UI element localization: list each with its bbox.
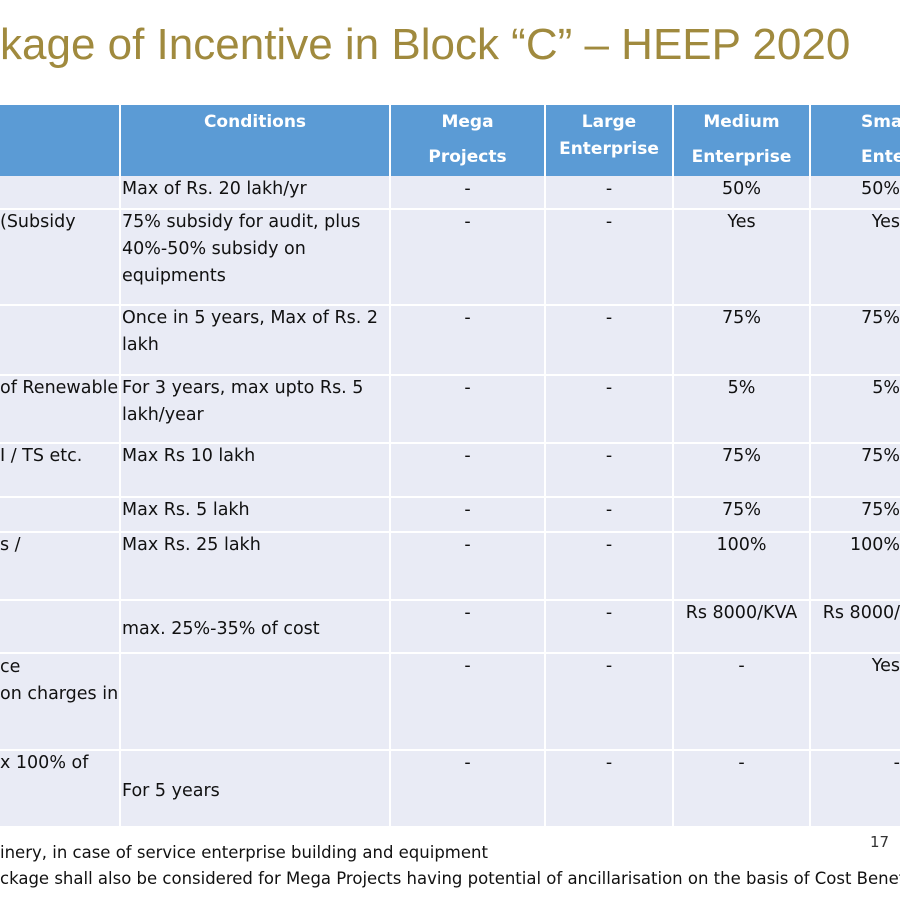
table-cell: - xyxy=(464,656,471,676)
page-number: 17 xyxy=(870,833,890,851)
footnote: ckage shall also be considered for Mega … xyxy=(0,869,900,888)
table-cell: - xyxy=(605,212,613,232)
table-cell: 75% xyxy=(861,500,900,520)
table-cell: I / TS etc. xyxy=(0,446,83,466)
table-cell: For 3 years, max upto Rs. 5 lakh/year xyxy=(122,378,364,425)
table-cell: 100% xyxy=(849,535,900,555)
column-divider xyxy=(119,105,121,826)
table-cell: 75% xyxy=(722,446,761,466)
row-divider xyxy=(0,531,900,533)
table-cell: of Renewable xyxy=(0,378,119,398)
header-cell: Large Enterprise xyxy=(545,105,673,176)
row-background xyxy=(0,209,900,305)
row-divider xyxy=(0,442,900,444)
table-cell: Yes xyxy=(871,656,900,676)
table-cell: 75% xyxy=(722,500,761,520)
row-divider xyxy=(0,374,900,376)
header-cell: Conditions xyxy=(120,105,390,176)
table-cell: - xyxy=(605,446,613,466)
table-cell: - xyxy=(605,500,613,520)
table-cell: - xyxy=(605,603,613,623)
row-background xyxy=(0,443,900,497)
table-cell: - xyxy=(893,753,900,773)
table-cell: - xyxy=(464,212,471,232)
table-cell: Yes xyxy=(871,212,900,232)
row-background xyxy=(0,176,900,209)
table-cell: - xyxy=(738,656,745,676)
table-cell: - xyxy=(464,753,471,773)
table-cell: - xyxy=(464,500,471,520)
row-background xyxy=(0,532,900,600)
table-cell: Max of Rs. 20 lakh/yr xyxy=(122,179,307,199)
table-cell: (Subsidy xyxy=(0,212,76,232)
row-background xyxy=(0,497,900,532)
row-divider xyxy=(0,749,900,751)
table-cell: - xyxy=(605,535,613,555)
table-cell: For 5 years xyxy=(122,781,220,801)
table-cell: 50% xyxy=(722,179,761,199)
table-cell: - xyxy=(464,535,471,555)
header-cell: Sma Enterp xyxy=(810,105,900,176)
table-cell: 50% xyxy=(861,179,900,199)
table-cell: - xyxy=(464,308,471,328)
table-cell: - xyxy=(605,378,613,398)
table-cell: - xyxy=(605,179,613,199)
table-cell: max. 25%-35% of cost xyxy=(122,619,320,639)
row-background xyxy=(0,305,900,375)
table-cell: - xyxy=(464,603,471,623)
table-cell: Once in 5 years, Max of Rs. 2 lakh xyxy=(122,308,379,355)
column-divider xyxy=(672,105,674,826)
table-cell: - xyxy=(464,378,471,398)
row-divider xyxy=(0,599,900,601)
table-cell: Rs 8000/ xyxy=(822,603,900,623)
column-divider xyxy=(809,105,811,826)
header-cell: Medium Enterprise xyxy=(673,105,810,176)
row-background xyxy=(0,750,900,826)
table-cell: Max Rs. 25 lakh xyxy=(122,535,261,555)
row-divider xyxy=(0,496,900,498)
table-cell: 75% xyxy=(722,308,761,328)
row-background xyxy=(0,600,900,653)
table-cell: 5% xyxy=(872,378,900,398)
row-divider xyxy=(0,652,900,654)
table-cell: 75% subsidy for audit, plus 40%-50% subs… xyxy=(122,212,361,286)
column-divider xyxy=(544,105,546,826)
header-cell xyxy=(0,105,120,176)
table-cell: s / xyxy=(0,535,21,555)
row-divider xyxy=(0,208,900,210)
table-cell: 100% xyxy=(716,535,767,555)
table-cell: x 100% of xyxy=(0,753,89,773)
header-cell: Mega Projects xyxy=(390,105,545,176)
table-cell: 75% xyxy=(861,308,900,328)
table-cell: - xyxy=(464,179,471,199)
table-cell: ce on charges in xyxy=(0,657,119,704)
table-cell: - xyxy=(605,308,613,328)
row-background xyxy=(0,653,900,750)
table-cell: - xyxy=(738,753,745,773)
row-background xyxy=(0,375,900,443)
table-cell: - xyxy=(464,446,471,466)
table-cell: - xyxy=(605,656,613,676)
slide-title: kage of Incentive in Block “C” – HEEP 20… xyxy=(0,20,851,69)
table-cell: 5% xyxy=(727,378,756,398)
table-cell: - xyxy=(605,753,613,773)
table-cell: 75% xyxy=(861,446,900,466)
table-cell: Yes xyxy=(727,212,756,232)
row-divider xyxy=(0,304,900,306)
footnote: inery, in case of service enterprise bui… xyxy=(0,843,488,862)
table-cell: Max Rs. 5 lakh xyxy=(122,500,250,520)
table-cell: Rs 8000/KVA xyxy=(685,603,798,623)
column-divider xyxy=(389,105,391,826)
table-cell: Max Rs 10 lakh xyxy=(122,446,256,466)
